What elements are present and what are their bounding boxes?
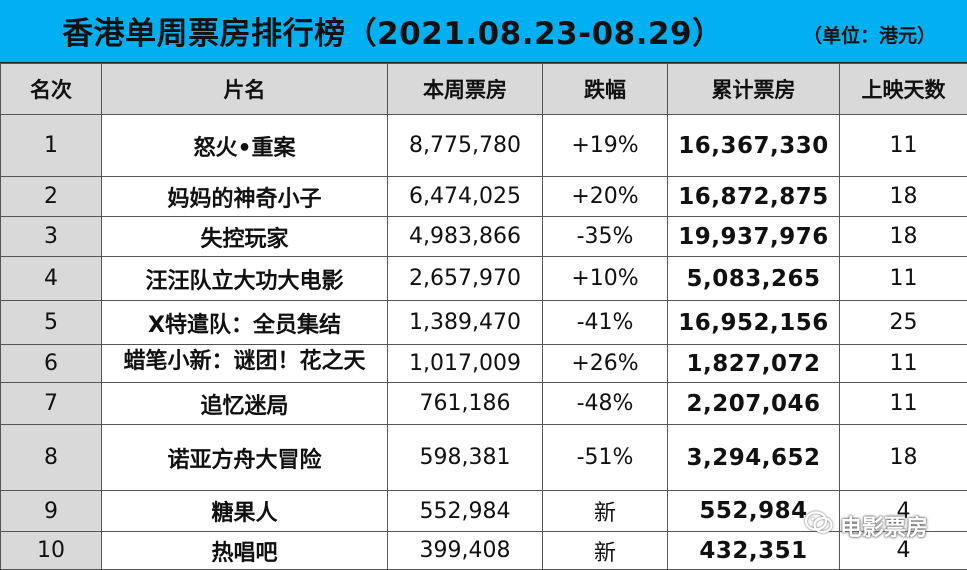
weekly-cell: 2,657,970	[388, 257, 543, 301]
title-cell: 失控玩家	[102, 217, 388, 257]
days-cell: 11	[840, 383, 967, 425]
header-rank: 名次	[1, 64, 102, 115]
days-cell: 11	[840, 257, 967, 301]
title-cell: 热唱吧	[102, 532, 388, 570]
weekly-cell: 598,381	[388, 425, 543, 491]
weekly-cell: 1,389,470	[388, 301, 543, 345]
cumulative-cell: 3,294,652	[668, 425, 840, 491]
cumulative-cell: 16,367,330	[668, 115, 840, 177]
days-cell: 18	[840, 425, 967, 491]
watermark-text: 电影票房	[840, 510, 928, 542]
weekly-cell: 552,984	[388, 491, 543, 532]
title-cell: X特遣队：全员集结	[102, 301, 388, 345]
rank-cell: 6	[1, 345, 102, 383]
table-row: 3 失控玩家 4,983,866 -35% 19,937,976 18	[1, 217, 967, 257]
header-days: 上映天数	[840, 64, 967, 115]
weekly-cell: 8,775,780	[388, 115, 543, 177]
title-cell: 汪汪队立大功大电影	[102, 257, 388, 301]
header-row: 名次 片名 本周票房 跌幅 累计票房 上映天数	[1, 64, 967, 115]
cumulative-cell: 5,083,265	[668, 257, 840, 301]
change-cell: +10%	[543, 257, 668, 301]
weekly-cell: 1,017,009	[388, 345, 543, 383]
rank-cell: 7	[1, 383, 102, 425]
cumulative-cell: 16,952,156	[668, 301, 840, 345]
table-row: 8 诺亚方舟大冒险 598,381 -51% 3,294,652 18	[1, 425, 967, 491]
title-cell: 诺亚方舟大冒险	[102, 425, 388, 491]
header-cumulative: 累计票房	[668, 64, 840, 115]
change-cell: -48%	[543, 383, 668, 425]
table-row: 4 汪汪队立大功大电影 2,657,970 +10% 5,083,265 11	[1, 257, 967, 301]
table-row: 2 妈妈的神奇小子 6,474,025 +20% 16,872,875 18	[1, 177, 967, 217]
page-title: 香港单周票房排行榜（2021.08.23-08.29）	[62, 8, 724, 53]
change-cell: -41%	[543, 301, 668, 345]
title-bar: 香港单周票房排行榜（2021.08.23-08.29） （单位：港元）	[0, 0, 967, 63]
rank-cell: 4	[1, 257, 102, 301]
change-cell: 新	[543, 491, 668, 532]
header-weekly: 本周票房	[388, 64, 543, 115]
title-cell: 蜡笔小新：谜团！花之天	[102, 345, 388, 383]
title-cell: 追忆迷局	[102, 383, 388, 425]
header-change: 跌幅	[543, 64, 668, 115]
table-row: 5 X特遣队：全员集结 1,389,470 -41% 16,952,156 25	[1, 301, 967, 345]
days-cell: 11	[840, 115, 967, 177]
change-cell: -51%	[543, 425, 668, 491]
header-title: 片名	[102, 64, 388, 115]
title-cell: 怒火•重案	[102, 115, 388, 177]
box-office-table: 名次 片名 本周票房 跌幅 累计票房 上映天数 1 怒火•重案 8,775,78…	[0, 63, 967, 570]
change-cell: +20%	[543, 177, 668, 217]
table-row: 1 怒火•重案 8,775,780 +19% 16,367,330 11	[1, 115, 967, 177]
rank-cell: 5	[1, 301, 102, 345]
change-cell: -35%	[543, 217, 668, 257]
rank-cell: 9	[1, 491, 102, 532]
cumulative-cell: 16,872,875	[668, 177, 840, 217]
rank-cell: 10	[1, 532, 102, 570]
change-cell: +26%	[543, 345, 668, 383]
change-cell: +19%	[543, 115, 668, 177]
weekly-cell: 4,983,866	[388, 217, 543, 257]
change-cell: 新	[543, 532, 668, 570]
rank-cell: 2	[1, 177, 102, 217]
weekly-cell: 6,474,025	[388, 177, 543, 217]
rank-cell: 1	[1, 115, 102, 177]
weekly-cell: 399,408	[388, 532, 543, 570]
table-row: 7 追忆迷局 761,186 -48% 2,207,046 11	[1, 383, 967, 425]
days-cell: 11	[840, 345, 967, 383]
title-cell: 妈妈的神奇小子	[102, 177, 388, 217]
table-row: 6 蜡笔小新：谜团！花之天 1,017,009 +26% 1,827,072 1…	[1, 345, 967, 383]
days-cell: 18	[840, 217, 967, 257]
rank-cell: 3	[1, 217, 102, 257]
cumulative-cell: 19,937,976	[668, 217, 840, 257]
days-cell: 25	[840, 301, 967, 345]
wechat-icon	[804, 510, 834, 542]
cumulative-cell: 1,827,072	[668, 345, 840, 383]
cumulative-cell: 2,207,046	[668, 383, 840, 425]
days-cell: 18	[840, 177, 967, 217]
rank-cell: 8	[1, 425, 102, 491]
title-cell: 糖果人	[102, 491, 388, 532]
watermark: 电影票房	[804, 510, 928, 542]
weekly-cell: 761,186	[388, 383, 543, 425]
unit-label: （单位：港元）	[803, 21, 936, 48]
